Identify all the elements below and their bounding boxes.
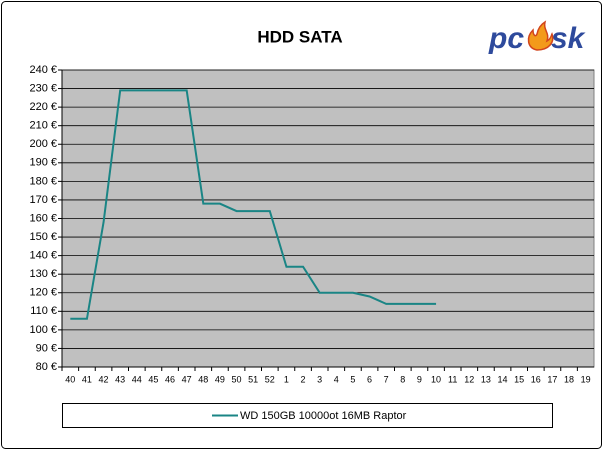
logo-text: pc: [488, 22, 524, 55]
x-tick-label: 48: [198, 374, 208, 384]
y-tick-label: 170 €: [29, 194, 57, 206]
x-tick-label: 50: [232, 374, 242, 384]
x-tick-label: 42: [99, 374, 109, 384]
y-tick-label: 180 €: [29, 175, 57, 187]
y-tick-label: 110 €: [30, 305, 57, 317]
x-tick-label: 16: [531, 374, 541, 384]
x-tick-label: 49: [215, 374, 225, 384]
y-tick-label: 220 €: [29, 101, 57, 113]
y-tick-label: 160 €: [29, 212, 57, 224]
x-tick-label: 12: [464, 374, 474, 384]
y-tick-label: 140 €: [29, 250, 57, 262]
x-tick-label: 13: [481, 374, 491, 384]
x-tick-label: 10: [431, 374, 441, 384]
logo: pc sk: [488, 20, 586, 55]
y-tick-label: 200 €: [29, 138, 57, 150]
x-tick-label: 6: [367, 374, 372, 384]
x-tick-label: 8: [400, 374, 405, 384]
y-tick-label: 230 €: [29, 82, 57, 94]
legend-box: [62, 403, 553, 428]
x-tick-label: 14: [498, 374, 508, 384]
x-tick-label: 43: [115, 374, 125, 384]
y-tick-label: 80 €: [36, 361, 57, 373]
x-tick-label: 11: [448, 374, 457, 384]
x-tick-label: 4: [334, 374, 339, 384]
x-tick-label: 44: [132, 374, 142, 384]
y-tick-label: 150 €: [29, 231, 57, 243]
x-tick-label: 7: [384, 374, 389, 384]
x-tick-label: 46: [165, 374, 175, 384]
y-tick-label: 100 €: [29, 324, 57, 336]
logo-flame: [527, 20, 554, 51]
x-tick-label: 40: [65, 374, 75, 384]
x-tick-label: 17: [547, 374, 557, 384]
logo-text: sk: [551, 22, 586, 55]
x-tick-label: 52: [265, 374, 275, 384]
x-tick-label: 45: [148, 374, 158, 384]
y-tick-label: 120 €: [29, 287, 57, 299]
legend-label: WD 150GB 10000ot 16MB Raptor: [240, 410, 407, 422]
x-tick-label: 1: [284, 374, 289, 384]
x-tick-label: 41: [82, 374, 92, 384]
x-tick-label: 2: [301, 374, 306, 384]
y-tick-label: 240 €: [29, 64, 57, 76]
y-tick-label: 90 €: [36, 342, 57, 354]
x-tick-label: 18: [564, 374, 574, 384]
x-tick-label: 15: [514, 374, 524, 384]
x-tick-label: 9: [417, 374, 422, 384]
x-tick-label: 47: [182, 374, 192, 384]
x-tick-label: 51: [248, 374, 258, 384]
data-line: [70, 89, 437, 320]
y-tick-label: 190 €: [29, 157, 57, 169]
x-tick-label: 19: [581, 374, 591, 384]
x-tick-label: 5: [350, 374, 355, 384]
y-tick-label: 130 €: [29, 268, 57, 280]
x-tick-label: 3: [317, 374, 322, 384]
y-tick-label: 210 €: [29, 120, 57, 132]
chart-title: HDD SATA: [257, 27, 342, 46]
